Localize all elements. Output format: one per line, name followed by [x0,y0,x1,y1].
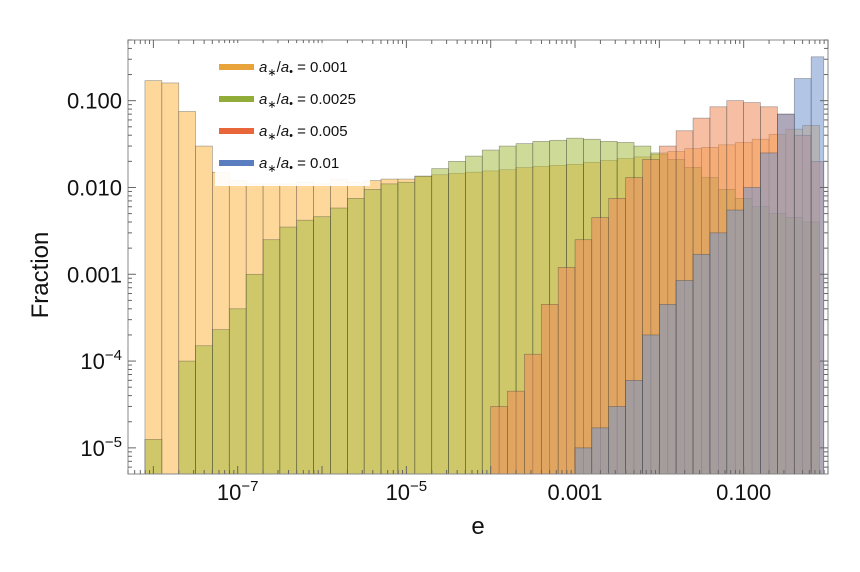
series-2-bar-2 [524,353,542,475]
x-tick-label-3: 0.100 [716,480,771,505]
series-3-bar-12 [777,113,795,475]
y-tick-label-2: 0.001 [67,262,122,287]
series-3-bar-9 [726,209,744,475]
series-1-bar-17 [448,161,466,475]
series-0-bar-0 [144,80,163,475]
x-tick-label-0: 10−7 [217,478,259,505]
y-tick-label-3: 10−4 [80,347,122,374]
legend-label-2: a∗/a• = 0.005 [259,123,348,143]
axis-tick-labels: 10−7 10−5 0.001 0.100 0.100 0.010 0.001 10−4 10−… [67,89,771,505]
series-3-bar-4 [642,334,660,475]
series-3-bar-0 [574,447,593,475]
series-3-bars [574,56,825,475]
legend-swatch-3 [219,160,254,166]
axis-ticks [127,39,829,474]
series-2-bar-0 [490,406,508,475]
series-0-bar-1 [161,82,180,475]
series-1-bar-9 [313,216,331,475]
series-1-bar-15 [414,175,433,475]
series-1-bar-3 [212,329,230,475]
legend-swatch-1 [219,96,254,102]
series-1-bar-16 [431,168,449,475]
series-1-bar-6 [262,239,281,475]
legend-label-3: a∗/a• = 0.01 [259,155,339,175]
series-3-bar-1 [591,427,610,475]
series-1-bar-4 [228,308,247,475]
legend-swatch-0 [219,64,254,70]
series-3-bar-7 [692,253,711,475]
series-3-bar-8 [709,232,728,475]
legend-swatch-2 [219,128,254,134]
series-1-bar-7 [279,226,298,475]
legend-label-0: a∗/a• = 0.001 [259,59,348,79]
legend-label-1: a∗/a• = 0.0025 [259,91,356,111]
series-1-bar-1 [178,360,196,475]
series-3-bar-3 [625,380,643,475]
series-3-bar-11 [760,152,778,475]
y-tick-label-1: 0.010 [67,175,122,200]
series-3-bar-10 [743,187,761,475]
series-1-bar-10 [330,207,348,475]
legend: a∗/a• = 0.001 a∗/a• = 0.0025 a∗/a• = 0.005… [215,43,370,186]
series-2-bar-3 [540,304,559,475]
series-1-bar-13 [380,183,399,475]
series-3-bar-6 [675,280,694,475]
x-tick-label-2: 0.001 [547,480,602,505]
series-2-bar-5 [574,239,593,475]
series-1-bar-18 [465,155,483,475]
series-1-bar-5 [245,273,264,475]
series-2-bar-4 [557,267,576,475]
y-axis-title: Fraction [27,232,54,319]
y-tick-label-0: 0.100 [67,89,122,114]
series-1-bar-12 [363,189,382,475]
series-3-bar-2 [608,406,626,475]
series-1-bar-14 [397,181,416,475]
series-2-bar-1 [507,390,525,475]
series-3-bar-5 [659,304,677,475]
series-3-bar-13 [793,78,812,475]
series-1-bar-2 [195,345,213,475]
series-1-bar-8 [296,219,314,475]
series-3-bar-14 [810,56,825,475]
x-axis-title: e [471,513,484,540]
y-tick-label-4: 10−5 [80,434,122,461]
x-tick-label-1: 10−5 [386,478,428,505]
series-1-bar-11 [347,198,365,475]
